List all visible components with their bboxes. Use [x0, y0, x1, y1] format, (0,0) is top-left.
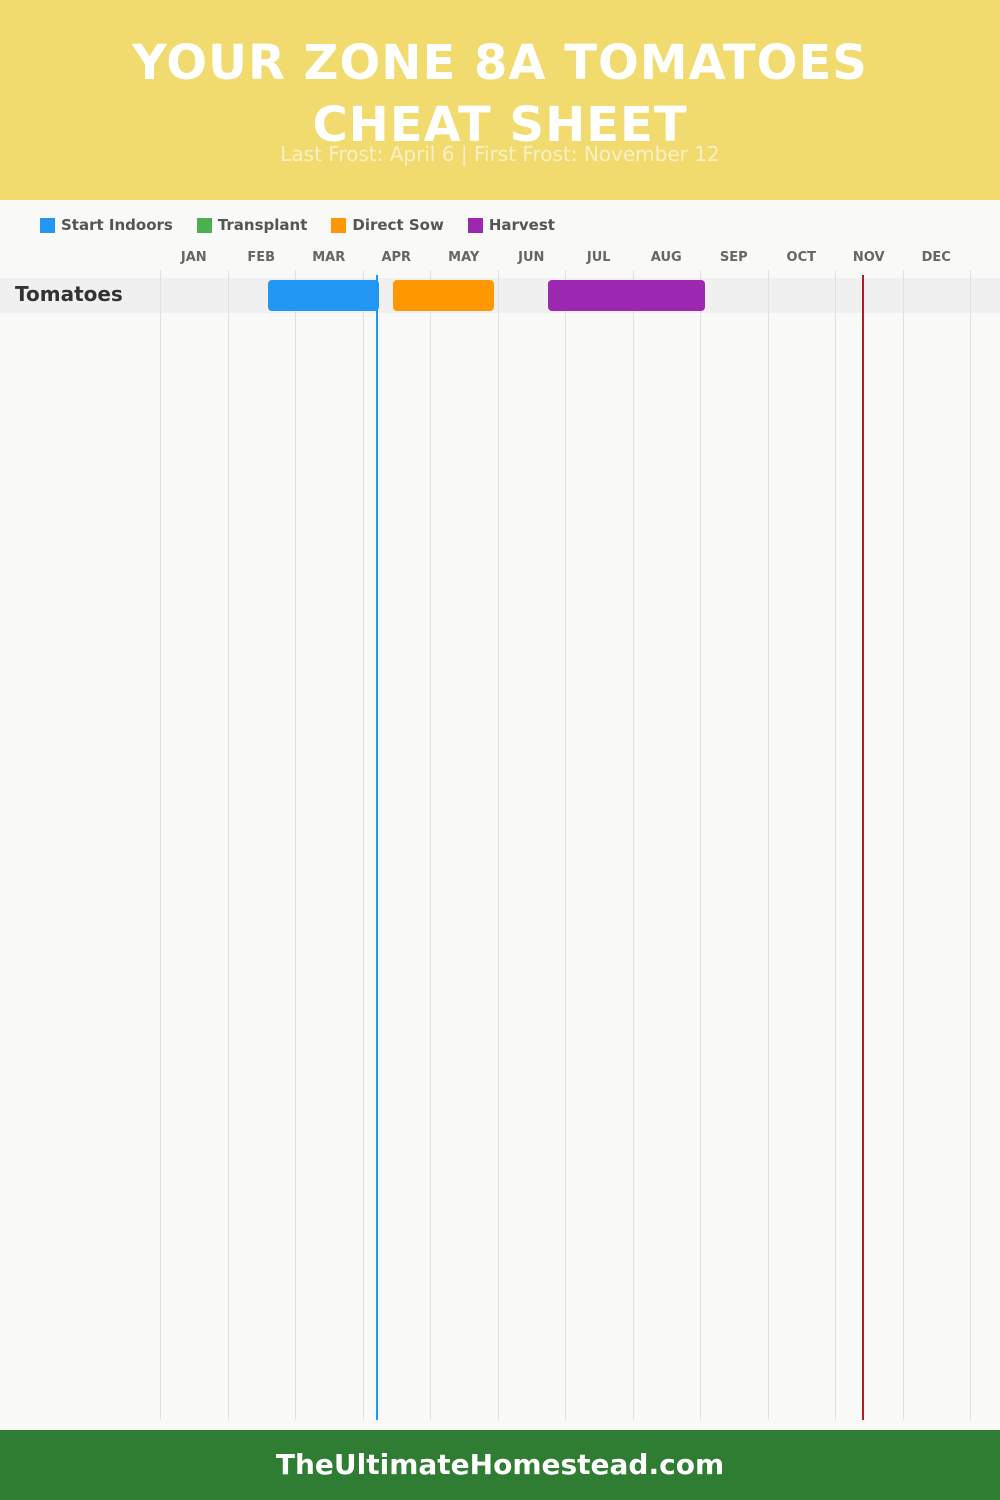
- footer-site-link[interactable]: TheUltimateHomestead.com: [275, 1448, 725, 1481]
- legend-swatch: [196, 217, 212, 233]
- gridline: [295, 270, 296, 1420]
- month-label-dec: DEC: [921, 250, 951, 265]
- legend-swatch: [40, 217, 55, 233]
- frost-dates-subtitle: Last Frost: April 6 | First Frost: Novem…: [280, 142, 720, 166]
- legend-label: Start Indoors: [61, 216, 173, 234]
- month-label-jul: JUL: [586, 250, 611, 265]
- month-label-jan: JAN: [180, 250, 207, 265]
- month-label-nov: NOV: [852, 250, 885, 265]
- legend-item-direct-sow: Direct Sow: [331, 216, 444, 234]
- legend-swatch: [331, 217, 347, 233]
- gridline: [565, 270, 566, 1420]
- row-label-tomatoes: Tomatoes: [15, 282, 123, 306]
- legend: Start Indoors Transplant Direct Sow Harv…: [40, 214, 579, 236]
- gridline: [228, 270, 229, 1420]
- bar-harvest: [548, 280, 706, 311]
- legend-label: Harvest: [488, 216, 555, 234]
- title-line-1: YOUR ZONE 8A TOMATOES: [132, 35, 868, 91]
- gridline: [970, 270, 971, 1420]
- month-label-may: MAY: [448, 250, 480, 265]
- header: YOUR ZONE 8A TOMATOES CHEAT SHEET Last F…: [0, 0, 1000, 200]
- legend-swatch: [467, 217, 483, 233]
- title-line-2: CHEAT SHEET: [312, 97, 688, 153]
- gridline: [430, 270, 431, 1420]
- gridline: [768, 270, 769, 1420]
- gridline: [160, 270, 161, 1420]
- month-label-aug: AUG: [650, 250, 682, 265]
- bar-start-indoors: [268, 280, 380, 311]
- legend-item-harvest: Harvest: [467, 216, 555, 234]
- bar-direct-sow: [392, 280, 495, 311]
- month-label-oct: OCT: [786, 250, 816, 265]
- month-label-apr: APR: [381, 250, 412, 265]
- gridline: [498, 270, 499, 1420]
- last-frost-line: [376, 275, 378, 1420]
- legend-item-start-indoors: Start Indoors: [40, 216, 173, 234]
- month-label-feb: FEB: [247, 250, 276, 265]
- first-frost-line: [862, 275, 864, 1420]
- gridline: [700, 270, 701, 1420]
- month-label-jun: JUN: [518, 250, 545, 265]
- month-axis: JAN FEB MAR APR MAY JUN JUL AUG SEP OCT NOV DEC: [160, 250, 970, 270]
- legend-item-transplant: Transplant: [196, 216, 308, 234]
- gridline: [363, 270, 364, 1420]
- gridline: [835, 270, 836, 1420]
- legend-label: Direct Sow: [352, 216, 444, 234]
- gridline: [903, 270, 904, 1420]
- month-label-mar: MAR: [312, 250, 346, 265]
- gridline: [633, 270, 634, 1420]
- table-row: [0, 278, 1000, 313]
- page-title: YOUR ZONE 8A TOMATOES CHEAT SHEET: [0, 32, 1000, 156]
- month-label-sep: SEP: [719, 250, 748, 265]
- footer: TheUltimateHomestead.com: [0, 1430, 1000, 1500]
- legend-label: Transplant: [217, 216, 308, 234]
